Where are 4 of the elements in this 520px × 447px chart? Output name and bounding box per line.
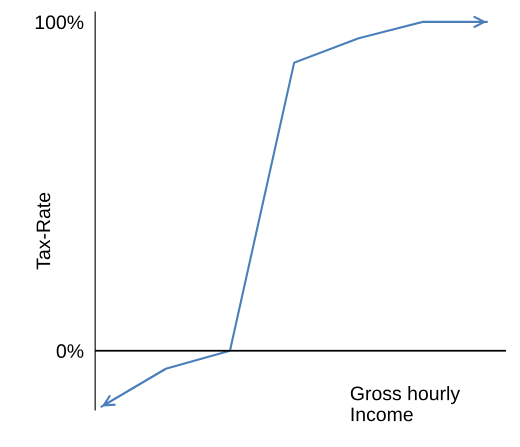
y-axis-title: Tax-Rate <box>36 192 50 270</box>
x-axis-title: Gross hourly Income <box>350 386 460 422</box>
y-tick-label: 100% <box>36 15 84 30</box>
y-tick-label: 0% <box>56 344 84 358</box>
